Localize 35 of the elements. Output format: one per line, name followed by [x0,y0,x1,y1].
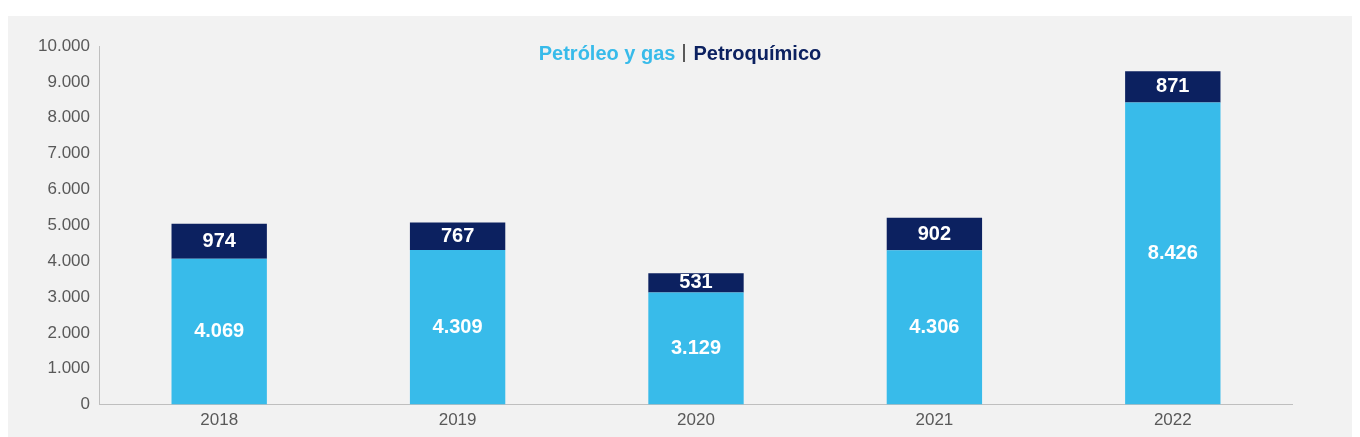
bar [648,292,744,405]
bar [1125,71,1221,103]
data-label: 8.426 [1147,241,1198,264]
x-tick-label: 2019 [438,410,477,430]
bar [409,250,506,405]
x-tick-label: 2018 [200,410,239,430]
text: Petroquímico [693,42,822,64]
y-tick-label: 9.000 [47,71,90,91]
x-tick-label: 2020 [677,410,715,430]
data-label: 3.129 [670,336,722,359]
bar [171,223,267,259]
data-label: 531 [679,270,713,293]
text: Petróleo y gas [538,42,676,64]
data-label: 902 [917,221,952,244]
y-tick-label: 5.000 [47,214,90,234]
bar [886,250,983,405]
y-tick-label: 0 [80,394,90,414]
bar [1125,102,1221,405]
data-label: 767 [440,223,475,246]
data-label: 871 [1156,74,1190,97]
y-tick-label: 8.000 [47,107,90,127]
data-label: 4.309 [432,314,483,337]
data-label: 4.306 [909,314,960,337]
bar [171,258,267,405]
y-tick-label: 2.000 [47,322,90,342]
y-tick-label: 7.000 [47,143,90,163]
x-tick-label: 2022 [1153,410,1192,430]
y-tick-label: 10.000 [38,35,90,55]
y-tick-label: 6.000 [47,179,90,199]
data-label: 974 [202,228,237,251]
y-tick-label: 3.000 [47,286,90,306]
x-tick-label: 2021 [915,410,954,430]
data-label: 4.069 [194,319,245,342]
y-tick-label: 1.000 [47,358,90,378]
y-tick-label: 4.000 [47,250,90,270]
